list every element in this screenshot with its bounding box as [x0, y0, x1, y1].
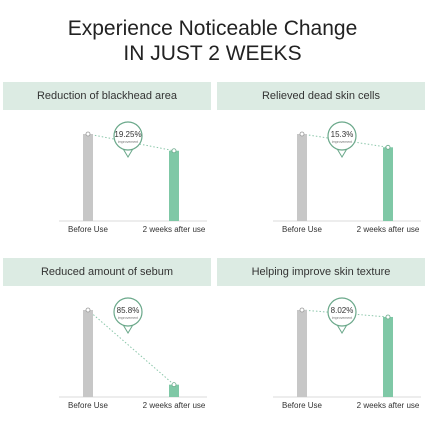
bar-before-use [83, 310, 93, 397]
headline-line-1: Experience Noticeable Change [67, 17, 358, 40]
trend-line [301, 133, 389, 148]
callout-value: 15.3% [331, 130, 354, 139]
chart-panel-blackhead: Reduction of blackhead area 19.25% improv… [3, 82, 211, 242]
bar-after-use [169, 384, 179, 397]
category-label: Before Use [68, 401, 109, 410]
point-before-use [85, 307, 91, 313]
category-label: 2 weeks after use [357, 225, 420, 234]
category-label: 2 weeks after use [143, 401, 206, 410]
callout-value: 85.8% [117, 306, 140, 315]
callout-label: improvement [332, 140, 352, 144]
trend-line [87, 309, 175, 386]
callout-badge [113, 297, 143, 327]
chart-svg: 85.8%improvement Before Use 2 weeks after … [59, 297, 207, 410]
category-label: Before Use [68, 225, 109, 234]
point-before-use [299, 131, 305, 137]
chart-title: Reduction of blackhead area [3, 82, 211, 110]
chart-svg: 8.02%improvement Before Use 2 weeks after … [273, 297, 421, 410]
callout-value: 19.25% [114, 130, 141, 139]
bar-before-use [297, 134, 307, 221]
category-label: 2 weeks after use [357, 401, 420, 410]
chart-svg: 19.25%improvement Before Use 2 weeks after… [59, 121, 207, 234]
point-after-use [171, 148, 177, 154]
bar-before-use [83, 134, 93, 221]
category-label: 2 weeks after use [143, 225, 206, 234]
chart-panel-sebum: Reduced amount of sebum 85.8% improvement… [3, 258, 211, 418]
chart-title: Relieved dead skin cells [217, 82, 425, 110]
bar-after-use [383, 147, 393, 221]
callout-label: improvement [118, 316, 138, 320]
callout-value: 8.02% [331, 306, 354, 315]
callout-badge [327, 297, 357, 327]
point-before-use [85, 131, 91, 137]
chart-panel-skin-texture: Helping improve skin texture 8.02% improv… [217, 258, 425, 418]
bar-after-use [383, 316, 393, 397]
chart-panel-dead-skin: Relieved dead skin cells 15.3% improvemen… [217, 82, 425, 242]
callout-badge [113, 121, 143, 151]
chart-svg: 15.3%improvement Before Use 2 weeks after … [273, 121, 421, 234]
callout-label: improvement [332, 316, 352, 320]
bar-before-use [297, 310, 307, 397]
category-label: Before Use [282, 401, 323, 410]
chart-title: Helping improve skin texture [217, 258, 425, 286]
point-after-use [385, 314, 391, 320]
headline-line-2: IN JUST 2 WEEKS [123, 42, 302, 65]
point-after-use [171, 382, 177, 388]
point-before-use [299, 307, 305, 313]
point-after-use [385, 144, 391, 150]
chart-title: Reduced amount of sebum [3, 258, 211, 286]
callout-label: improvement [118, 140, 138, 144]
category-label: Before Use [282, 225, 323, 234]
trend-line [87, 133, 175, 152]
bar-after-use [169, 150, 179, 221]
callout-badge [327, 121, 357, 151]
